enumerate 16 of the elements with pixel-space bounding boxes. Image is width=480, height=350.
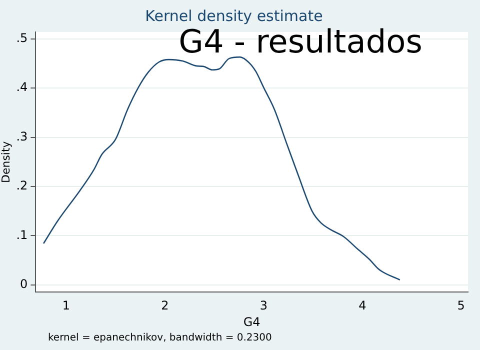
- y-tick-label: .4: [16, 80, 28, 94]
- x-tick-label: 4: [358, 298, 366, 313]
- x-tick-label: 2: [161, 298, 169, 313]
- chart-title: Kernel density estimate: [145, 6, 323, 25]
- x-tick-label: 5: [457, 298, 465, 313]
- x-tick-label: 1: [62, 298, 70, 313]
- x-tick-label: 3: [260, 298, 268, 313]
- y-axis-title: Density: [0, 140, 12, 184]
- y-tick-label: .3: [16, 129, 28, 144]
- line-series: [42, 56, 401, 281]
- y-tick-label: .1: [16, 228, 28, 242]
- y-tick-label: .5: [16, 31, 28, 46]
- y-tick-label: .2: [16, 178, 28, 193]
- text: kernel = epanechnikov, bandwidth = 0.2300: [48, 332, 272, 344]
- x-axis-title: G4: [243, 314, 260, 329]
- y-tick-label: 0: [20, 276, 28, 291]
